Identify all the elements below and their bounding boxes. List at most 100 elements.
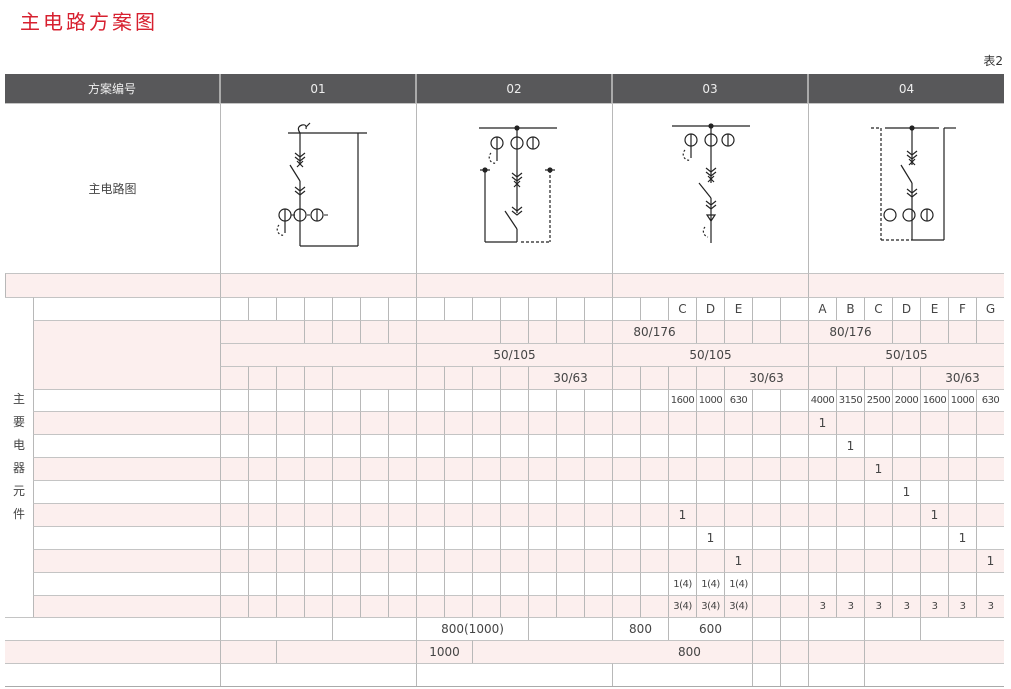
table-cell — [752, 503, 780, 526]
table-cell — [780, 389, 808, 411]
table-cell — [528, 526, 556, 549]
table-cell — [220, 663, 416, 686]
table-cell — [500, 526, 528, 549]
row-label-cell — [33, 480, 220, 503]
table-cell — [696, 411, 724, 434]
table-cell — [780, 434, 808, 457]
table-cell — [472, 549, 500, 572]
table-cell — [416, 572, 444, 595]
table-cell — [220, 640, 276, 663]
table-cell — [416, 411, 444, 434]
table-cell — [668, 411, 696, 434]
table-cell — [976, 526, 1004, 549]
table-cell — [332, 526, 360, 549]
table-cell — [612, 526, 640, 549]
table-cell — [668, 457, 696, 480]
table-cell — [332, 320, 360, 343]
table-cell — [276, 434, 304, 457]
table-cell — [864, 411, 892, 434]
table-cell: F — [948, 297, 976, 320]
table-cell — [584, 434, 612, 457]
table-cell — [892, 457, 920, 480]
header-scheme-01: 01 — [220, 74, 416, 103]
table-cell — [444, 297, 472, 320]
table-cell — [584, 411, 612, 434]
table-cell — [360, 503, 388, 526]
table-cell: D — [892, 297, 920, 320]
table-cell — [948, 549, 976, 572]
table-cell — [976, 411, 1004, 434]
spacer-cell — [220, 273, 416, 297]
table-cell — [304, 526, 332, 549]
table-cell — [696, 366, 724, 389]
table-cell — [556, 480, 584, 503]
table-cell — [276, 549, 304, 572]
table-cell — [528, 320, 556, 343]
page-title: 主电路方案图 — [20, 10, 158, 34]
table-cell — [612, 389, 640, 411]
table-cell — [584, 503, 612, 526]
table-cell — [388, 297, 416, 320]
table-cell — [500, 457, 528, 480]
table-cell — [948, 480, 976, 503]
table-cell: 630 — [724, 389, 752, 411]
table-cell — [304, 480, 332, 503]
table-cell — [612, 572, 640, 595]
table-cell — [500, 297, 528, 320]
table-cell — [836, 572, 864, 595]
table-cell — [416, 663, 612, 686]
table-cell — [360, 457, 388, 480]
table-cell — [696, 503, 724, 526]
table-cell — [276, 411, 304, 434]
table-cell — [612, 663, 752, 686]
table-cell — [780, 617, 808, 640]
table-cell — [248, 503, 276, 526]
table-cell — [892, 320, 920, 343]
table-cell — [528, 389, 556, 411]
table-cell — [752, 457, 780, 480]
table-cell — [444, 595, 472, 617]
table-cell — [920, 549, 948, 572]
table-cell — [696, 434, 724, 457]
table-cell — [528, 617, 612, 640]
table-cell — [332, 595, 360, 617]
table-cell — [360, 572, 388, 595]
table-cell: 1600 — [920, 389, 948, 411]
table-cell: 800 — [612, 617, 668, 640]
table-cell — [444, 434, 472, 457]
table-cell — [248, 595, 276, 617]
table-cell — [668, 366, 696, 389]
table-cell — [864, 434, 892, 457]
table-cell — [640, 572, 668, 595]
table-cell — [472, 389, 500, 411]
table-cell — [836, 366, 864, 389]
table-cell: 630 — [976, 389, 1004, 411]
table-cell: 80/176 — [612, 320, 696, 343]
table-cell — [332, 480, 360, 503]
table-cell — [304, 366, 332, 389]
table-cell — [444, 572, 472, 595]
table-cell — [472, 526, 500, 549]
table-cell — [864, 480, 892, 503]
table-cell: 3 — [976, 595, 1004, 617]
table-cell — [836, 526, 864, 549]
table-cell: 1 — [836, 434, 864, 457]
table-cell — [724, 434, 752, 457]
table-cell — [808, 549, 836, 572]
table-cell: G — [976, 297, 1004, 320]
table-cell — [780, 549, 808, 572]
divider — [5, 103, 1004, 104]
table-cell — [332, 389, 360, 411]
table-cell — [360, 320, 388, 343]
table-cell: 30/63 — [528, 366, 612, 389]
table-cell: 4000 — [808, 389, 836, 411]
table-cell — [584, 526, 612, 549]
table-cell: 2500 — [864, 389, 892, 411]
table-cell: 3 — [864, 595, 892, 617]
table-cell — [472, 457, 500, 480]
table-cell — [864, 617, 920, 640]
table-cell — [416, 480, 444, 503]
table-cell — [500, 572, 528, 595]
table-cell — [276, 366, 304, 389]
table-cell — [836, 411, 864, 434]
